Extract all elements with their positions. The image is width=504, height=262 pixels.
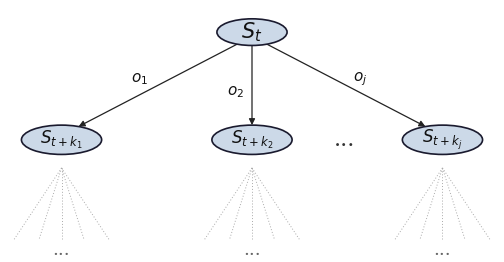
Text: ...: ... — [433, 241, 451, 259]
Text: ...: ... — [243, 241, 261, 259]
Text: $S_{t+k_1}$: $S_{t+k_1}$ — [40, 129, 83, 151]
Text: $o_2$: $o_2$ — [227, 85, 244, 100]
Text: $o_j$: $o_j$ — [353, 71, 367, 88]
Ellipse shape — [402, 125, 482, 154]
Text: $S_t$: $S_t$ — [241, 20, 263, 44]
Text: $S_{t+k_j}$: $S_{t+k_j}$ — [422, 128, 463, 152]
Ellipse shape — [217, 19, 287, 46]
Ellipse shape — [22, 125, 102, 154]
Text: ...: ... — [334, 129, 355, 151]
Text: ...: ... — [53, 241, 71, 259]
Text: $o_1$: $o_1$ — [131, 72, 148, 88]
Text: $S_{t+k_2}$: $S_{t+k_2}$ — [231, 129, 273, 151]
Ellipse shape — [212, 125, 292, 154]
